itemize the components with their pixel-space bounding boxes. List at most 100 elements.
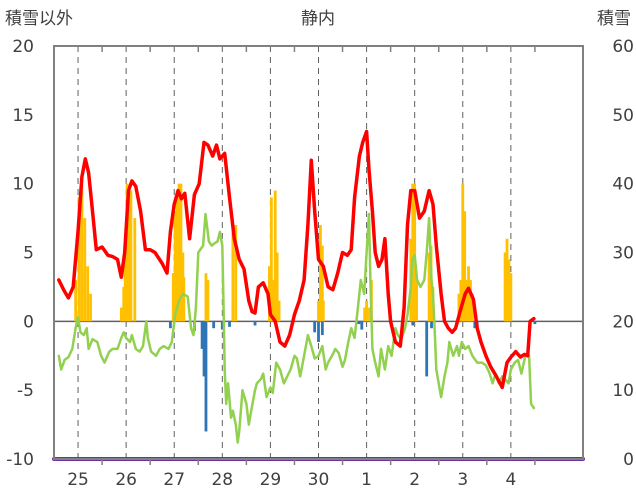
precipitation-bar-10 <box>127 186 131 322</box>
precipitation-bar-11 <box>129 190 133 322</box>
precipitation-bar-51 <box>467 266 470 322</box>
precipitation-bar-35 <box>363 307 367 322</box>
precipitation-bars <box>74 183 513 322</box>
precipitation-bar-46 <box>457 293 461 322</box>
x-tick-label: 25 <box>67 470 89 490</box>
x-tick-label: 28 <box>211 470 233 490</box>
precipitation-bar-48 <box>461 183 465 322</box>
x-tick-label: 30 <box>308 470 330 490</box>
precipitation-bar-20 <box>182 277 186 322</box>
left-tick-label: 5 <box>23 244 34 264</box>
right-tick-label: 0 <box>623 450 634 470</box>
precipitation-bar-29 <box>275 252 279 322</box>
x-tick-label: 27 <box>163 470 185 490</box>
left-tick-label: -5 <box>17 381 34 401</box>
left-tick-label: -10 <box>6 450 34 470</box>
precipitation-bar-37 <box>368 307 371 322</box>
precipitation-bar-24 <box>234 224 238 322</box>
precipitation-bar-30 <box>277 300 281 322</box>
right-tick-label: 60 <box>612 37 634 57</box>
snow-change-bar-6 <box>220 321 224 330</box>
right-tick-label: 30 <box>612 244 634 264</box>
right-tick-label: 40 <box>612 175 634 195</box>
snow-change-bar-3 <box>202 321 206 377</box>
precipitation-bar-8 <box>123 259 127 322</box>
precipitation-bar-53 <box>470 293 474 322</box>
right-tick-label: 10 <box>612 381 634 401</box>
snow-change-bar-16 <box>430 321 433 329</box>
tick-labels: -10 -5 0 5 10 15 20 0 10 20 30 40 50 60 25 26 27 28 29 30 1 2… <box>6 37 634 490</box>
precipitation-bar-3 <box>83 218 87 322</box>
precipitation-bar-36 <box>365 300 368 322</box>
x-tick-label: 26 <box>115 470 137 490</box>
precipitation-bar-23 <box>231 231 235 322</box>
precipitation-bar-5 <box>89 293 92 322</box>
precipitation-bar-17 <box>177 183 181 322</box>
snow-change-bar-11 <box>320 321 324 336</box>
right-tick-label: 50 <box>612 106 634 126</box>
temperature-line <box>57 129 536 390</box>
precipitation-bar-1 <box>77 197 81 322</box>
precipitation-bar-32 <box>319 224 322 322</box>
right-tick-label: 20 <box>612 312 634 332</box>
precipitation-bar-43 <box>427 252 431 322</box>
snow-change-bar-15 <box>425 321 429 377</box>
snow-change-bar-8 <box>253 321 257 326</box>
snow-change-bar-2 <box>200 321 204 349</box>
precipitation-bar-49 <box>463 211 467 322</box>
left-tick-label: 15 <box>12 106 34 126</box>
precipitation-bar-33 <box>320 245 324 322</box>
snow-change-bar-5 <box>212 321 216 329</box>
precipitation-bar-40 <box>411 183 415 322</box>
x-tick-label: 3 <box>457 470 468 490</box>
chart-title: 静内 <box>301 9 335 29</box>
precipitation-bar-21 <box>204 273 208 322</box>
x-tick-label: 1 <box>361 470 372 490</box>
precipitation-bar-31 <box>317 300 320 322</box>
left-axis-title: 積雪以外 <box>5 9 73 29</box>
precipitation-bar-0 <box>74 280 78 322</box>
precipitation-bar-4 <box>86 266 90 322</box>
dewpoint-line <box>57 212 536 444</box>
precipitation-bar-42 <box>415 280 419 322</box>
precipitation-bar-18 <box>179 183 183 322</box>
snow-change-bar-19 <box>533 321 537 325</box>
snow-change-bar-0 <box>168 321 172 329</box>
precipitation-bar-26 <box>269 197 273 322</box>
x-tick-label: 29 <box>260 470 282 490</box>
precipitation-bar-15 <box>173 211 177 322</box>
snow-change-bar-14 <box>411 321 415 326</box>
precipitation-bar-50 <box>465 280 469 322</box>
snow-change-bar-10 <box>317 321 320 342</box>
precipitation-bar-55 <box>505 238 509 322</box>
precipitation-bar-52 <box>469 280 472 322</box>
snow-change-bar-4 <box>204 321 208 432</box>
precipitation-bar-7 <box>122 286 126 322</box>
right-axis-title: 積雪 <box>597 9 631 29</box>
left-tick-label: 10 <box>12 175 34 195</box>
precipitation-bar-34 <box>321 300 325 322</box>
precipitation-bar-12 <box>133 218 137 322</box>
precipitation-bar-22 <box>206 280 210 322</box>
precipitation-bar-57 <box>509 273 513 322</box>
snow-change-bar-17 <box>473 321 477 329</box>
precipitation-bar-54 <box>503 252 507 322</box>
x-tick-label: 2 <box>409 470 420 490</box>
left-tick-label: 20 <box>12 37 34 57</box>
precipitation-bar-6 <box>119 307 123 322</box>
precipitation-bar-9 <box>125 183 129 322</box>
precipitation-bar-2 <box>80 183 84 322</box>
precipitation-bar-16 <box>175 190 179 322</box>
snow-change-bar-13 <box>360 321 364 330</box>
precipitation-bar-27 <box>271 280 275 322</box>
precipitation-bar-41 <box>413 183 417 322</box>
plot-border <box>53 45 584 460</box>
snow-change-bar-12 <box>357 321 361 325</box>
left-tick-label: 0 <box>23 312 34 332</box>
plot-frame <box>53 45 584 465</box>
precipitation-bar-28 <box>273 190 277 322</box>
snow-change-bar-7 <box>228 321 231 327</box>
precipitation-bar-56 <box>507 259 511 322</box>
snow-change-bar-9 <box>313 321 317 333</box>
